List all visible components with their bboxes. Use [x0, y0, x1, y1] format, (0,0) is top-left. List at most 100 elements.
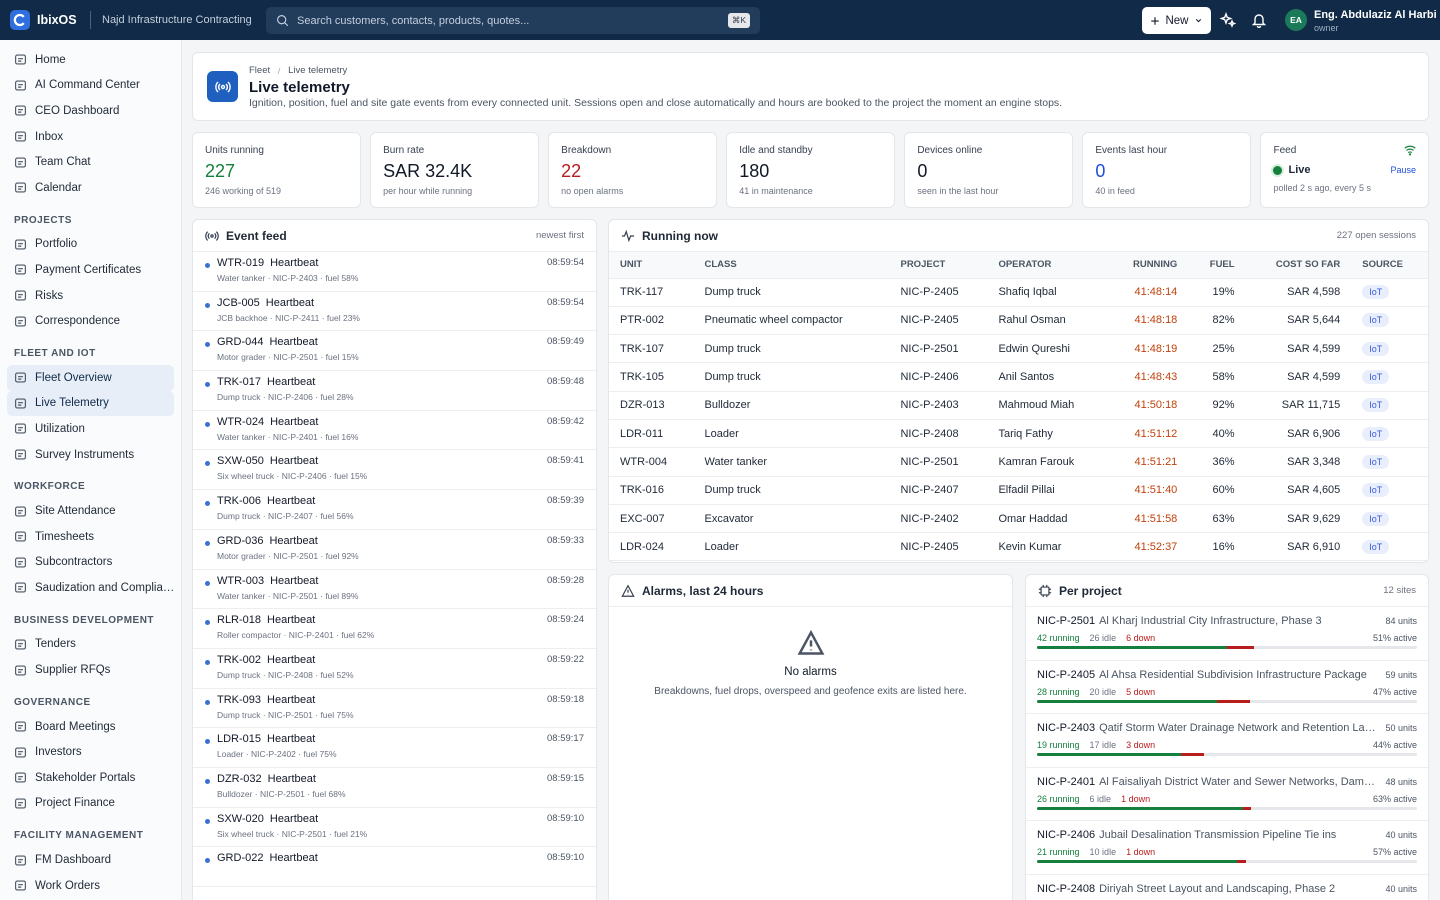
- nav-item[interactable]: Home: [7, 47, 174, 73]
- table-cell: SAR 5,644: [1245, 306, 1352, 336]
- nav-item[interactable]: Timesheets: [7, 524, 174, 550]
- nav-item[interactable]: AI Command Center: [7, 73, 174, 99]
- nav-item[interactable]: Payment Certificates: [7, 257, 174, 283]
- project-name: Jubail Desalination Transmission Pipelin…: [1099, 829, 1337, 841]
- nav-item[interactable]: Saudization and Complia…: [7, 575, 174, 601]
- column-header: OPERATOR: [987, 252, 1108, 279]
- nav-item[interactable]: Inbox: [7, 124, 174, 150]
- nav-label: Inbox: [35, 130, 64, 143]
- event-dot: [205, 620, 210, 626]
- stat-card: Devices online 0 seen in the last hour: [904, 132, 1073, 208]
- table-row[interactable]: TRK-016 Dump truck NIC-P-2407 Elfadil Pilla…: [609, 476, 1428, 505]
- breadcrumb-item[interactable]: Fleet: [249, 65, 271, 76]
- idle-count: 26 idle: [1089, 633, 1117, 643]
- nav-item[interactable]: FM Dashboard: [7, 847, 174, 873]
- project-code: NIC-P-2405: [1037, 668, 1096, 681]
- idle-count: 6 idle: [1089, 793, 1112, 804]
- nav-item[interactable]: Correspondence: [7, 308, 174, 334]
- nav-item[interactable]: Fleet Overview: [7, 364, 174, 391]
- event-time: 08:59:42: [547, 415, 584, 427]
- table-row[interactable]: TRK-117 Dump truck NIC-P-2405 Shafiq Iqbal 4…: [609, 278, 1428, 307]
- pause-button[interactable]: Pause: [1390, 165, 1417, 175]
- project-row[interactable]: NIC-P-2403 Qatif Storm Water Drainage Net…: [1026, 714, 1428, 768]
- event-line: GRD-044 Heartbeat 08:59:49: [217, 336, 584, 348]
- table-row[interactable]: TRK-107 Dump truck NIC-P-2501 Edwin Qureshi…: [609, 334, 1428, 364]
- table-cell: Rahul Osman: [987, 306, 1108, 336]
- nav-item[interactable]: Project Finance: [7, 791, 174, 817]
- table-cell: Dump truck: [693, 334, 890, 364]
- project-row[interactable]: NIC-P-2401 Al Faisaliyah District Water a…: [1026, 768, 1428, 821]
- table-row[interactable]: EXC-007 Excavator NIC-P-2402 Omar Haddad 41:…: [609, 504, 1428, 534]
- nav-item[interactable]: Tenders: [7, 632, 174, 658]
- chip-icon: [1038, 584, 1052, 597]
- nav-item[interactable]: Team Chat: [7, 149, 174, 175]
- event-dot: [205, 302, 210, 308]
- active-pct: 51% active: [1372, 633, 1417, 643]
- nav-section-title: WORKFORCE: [14, 481, 86, 493]
- nav-item[interactable]: Utilization: [7, 416, 174, 442]
- nav-icon: [15, 264, 26, 275]
- down-count: 1 down: [1126, 847, 1156, 857]
- nav-item[interactable]: Stakeholder Portals: [7, 765, 174, 791]
- project-row[interactable]: NIC-P-2501 Al Kharj Industrial City Infra…: [1026, 607, 1428, 661]
- event-type: Heartbeat: [269, 455, 319, 468]
- event-row: WTR-024 Heartbeat 08:59:42 Water tanker · N…: [193, 411, 596, 451]
- table-row[interactable]: DZR-013 Bulldozer NIC-P-2403 Mahmoud Miah 41…: [609, 391, 1428, 420]
- nav-item[interactable]: Work Orders: [7, 873, 174, 899]
- table-cell: 41:50:18: [1107, 391, 1189, 420]
- nav-icon: [15, 531, 26, 542]
- nav-section-title: GOVERNANCE: [14, 696, 91, 708]
- nav-item[interactable]: Calendar: [7, 175, 174, 201]
- column-header: SOURCE: [1351, 252, 1428, 279]
- table-cell: DZR-013: [609, 391, 694, 420]
- down-segment: [1217, 699, 1250, 703]
- source-pill: IoT: [1362, 454, 1390, 469]
- stat-value: 0: [1095, 161, 1106, 181]
- table-row[interactable]: LDR-024 Loader NIC-P-2405 Kevin Kumar 41:52:…: [609, 532, 1428, 562]
- user-name: Eng. Abdulaziz Al Harbi: [1314, 9, 1437, 21]
- stat-value: 227: [205, 161, 236, 181]
- nav-item[interactable]: Risks: [7, 283, 174, 309]
- ai-button[interactable]: [1219, 11, 1237, 31]
- breadcrumb: Fleet Live telemetry: [249, 65, 347, 76]
- event-type: Heartbeat: [267, 376, 316, 389]
- active-pct: 57% active: [1372, 847, 1417, 857]
- table-cell: SAR 3,348: [1245, 447, 1352, 477]
- nav-item[interactable]: Survey Instruments: [7, 442, 174, 468]
- event-detail: Six wheel truck · NIC-P-2406 · fuel 15%: [217, 471, 368, 482]
- table-row[interactable]: TRK-105 Dump truck NIC-P-2406 Anil Santos 41…: [609, 362, 1428, 392]
- running-now: Running now 227 open sessions UNIT CLASS PRO…: [608, 219, 1429, 563]
- table-cell: Water tanker: [693, 447, 890, 477]
- project-row[interactable]: NIC-P-2405 Al Ahsa Residential Subdivisio…: [1026, 661, 1428, 714]
- notifications-button[interactable]: [1251, 12, 1267, 31]
- source-pill: IoT: [1362, 370, 1390, 385]
- project-name: Al Faisaliyah District Water and Sewer N…: [1099, 775, 1375, 788]
- table-cell: 41:48:19: [1107, 334, 1189, 364]
- table-row[interactable]: WTR-004 Water tanker NIC-P-2501 Kamran Faro…: [609, 447, 1428, 477]
- new-button[interactable]: New: [1142, 7, 1211, 34]
- stat-sub: 246 working of 519: [205, 186, 282, 196]
- table-cell: NIC-P-2406: [889, 362, 988, 392]
- project-row[interactable]: NIC-P-2408 Diriyah Street Layout and Land…: [1026, 875, 1428, 900]
- search-box[interactable]: Search customers, contacts, products, qu…: [266, 7, 760, 34]
- nav-item[interactable]: Subcontractors: [7, 550, 174, 576]
- event-unit: WTR-003: [217, 574, 265, 587]
- nav-item[interactable]: Board Meetings: [7, 714, 174, 740]
- stat-sub: 40 in feed: [1095, 186, 1135, 196]
- nav-item[interactable]: Live Telemetry: [7, 390, 174, 417]
- nav-item[interactable]: Investors: [7, 739, 174, 765]
- event-dot: [205, 421, 210, 427]
- nav-icon: [15, 372, 26, 383]
- avatar[interactable]: EA: [1285, 9, 1307, 31]
- nav-item[interactable]: CEO Dashboard: [7, 98, 174, 124]
- stats-row: Units running 227 246 working of 519 Burn r…: [192, 132, 1430, 208]
- nav-item[interactable]: Portfolio: [7, 232, 174, 258]
- project-row[interactable]: NIC-P-2406 Jubail Desalination Transmissi…: [1026, 821, 1428, 875]
- table-row[interactable]: LDR-011 Loader NIC-P-2408 Tariq Fathy 41:51:…: [609, 419, 1428, 449]
- project-counts: 26 running 6 idle 1 down 63% active: [1037, 794, 1417, 804]
- nav-item[interactable]: Supplier RFQs: [7, 657, 174, 683]
- divider: [90, 11, 91, 29]
- event-type: Heartbeat: [269, 336, 318, 349]
- table-row[interactable]: PTR-002 Pneumatic wheel compactor NIC-P-24…: [609, 306, 1428, 336]
- nav-item[interactable]: Site Attendance: [7, 498, 174, 524]
